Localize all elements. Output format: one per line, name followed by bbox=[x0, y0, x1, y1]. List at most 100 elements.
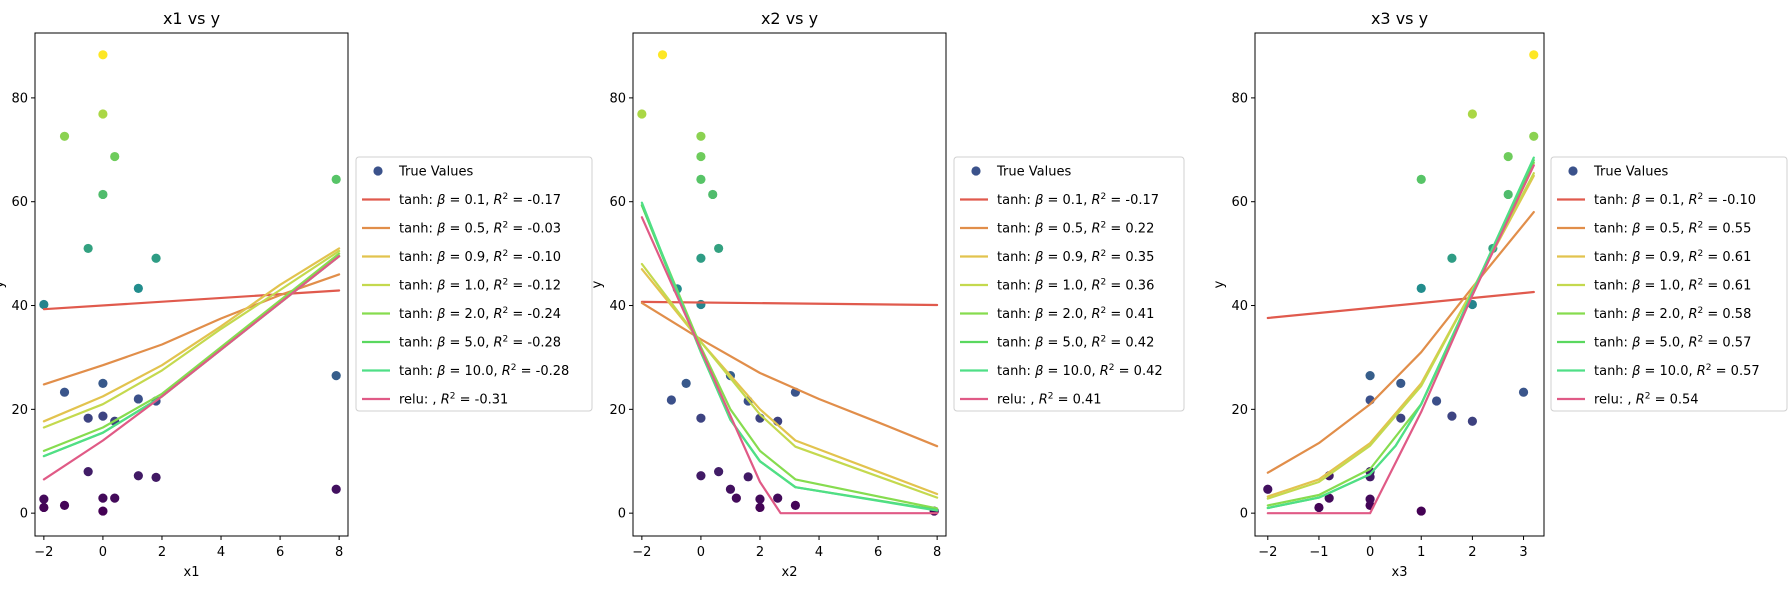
legend-label: tanh: β = 2.0, R2 = 0.41 bbox=[997, 306, 1154, 322]
scatter-point bbox=[98, 411, 108, 421]
legend-label: relu: , R2 = 0.41 bbox=[997, 392, 1102, 408]
label-part: tanh: bbox=[997, 307, 1035, 322]
scatter-point bbox=[696, 131, 706, 141]
label-part: tanh: bbox=[399, 336, 437, 351]
scatter-point bbox=[696, 253, 706, 263]
beta-symbol: β bbox=[436, 364, 445, 379]
beta-symbol: β bbox=[1631, 250, 1640, 265]
legend-entry: tanh: β = 10.0, R2 = -0.28 bbox=[362, 363, 569, 379]
legend-entry: relu: , R2 = -0.31 bbox=[362, 392, 508, 408]
beta-symbol: β bbox=[1034, 307, 1043, 322]
label-part: = 1.0, bbox=[1043, 279, 1091, 294]
label-part: relu: , bbox=[997, 393, 1039, 408]
beta-symbol: β bbox=[1034, 279, 1043, 294]
legend-label: relu: , R2 = -0.31 bbox=[399, 392, 508, 408]
axes-frame bbox=[632, 32, 947, 537]
x-tick-label: 0 bbox=[1366, 545, 1374, 560]
scatter-point bbox=[755, 494, 765, 504]
x-tick-label: 2 bbox=[1468, 545, 1476, 560]
r-symbol: R bbox=[441, 393, 450, 408]
r-symbol: R bbox=[1688, 279, 1697, 294]
y-tick-label: 40 bbox=[609, 299, 626, 314]
scatter-point bbox=[1529, 131, 1539, 141]
legend-marker bbox=[373, 166, 383, 176]
label-part: = 10.0, bbox=[1043, 364, 1099, 379]
scatter-point bbox=[1518, 387, 1529, 397]
y-tick-label: 20 bbox=[11, 403, 28, 418]
legend-entry: tanh: β = 0.5, R2 = 0.22 bbox=[960, 221, 1154, 237]
legend-entry: True Values bbox=[1568, 165, 1668, 180]
legend-label: tanh: β = 2.0, R2 = 0.58 bbox=[1594, 306, 1751, 322]
y-axis-label: y bbox=[590, 280, 605, 288]
label-part: = 0.41 bbox=[1053, 393, 1101, 408]
scatter-point bbox=[98, 109, 108, 119]
beta-symbol: β bbox=[436, 336, 445, 351]
label-part: = -0.17 bbox=[1106, 193, 1159, 208]
series-line bbox=[42, 255, 341, 458]
series-line bbox=[42, 252, 341, 452]
scatter-point bbox=[110, 151, 120, 162]
label-part: = -0.28 bbox=[508, 336, 561, 351]
beta-symbol: β bbox=[1631, 279, 1640, 294]
label-part: = 10.0, bbox=[1640, 364, 1696, 379]
legend-entry: tanh: β = 2.0, R2 = 0.58 bbox=[1557, 306, 1751, 322]
scatter-point bbox=[1416, 506, 1426, 516]
superscript-2: 2 bbox=[503, 221, 509, 231]
series-line bbox=[640, 204, 939, 510]
x-tick-label: 0 bbox=[697, 545, 705, 560]
label-part: tanh: bbox=[997, 279, 1035, 294]
beta-symbol: β bbox=[436, 250, 445, 265]
scatter-point bbox=[331, 371, 341, 381]
legend-label: tanh: β = 0.1, R2 = -0.17 bbox=[399, 192, 561, 208]
r-symbol: R bbox=[1039, 393, 1048, 408]
x-tick-label: 2 bbox=[756, 545, 764, 560]
scatter-point bbox=[83, 243, 93, 254]
scatter-point bbox=[1467, 416, 1477, 426]
scatter-point bbox=[666, 395, 676, 405]
label-part: tanh: bbox=[1594, 307, 1632, 322]
scatter-point bbox=[696, 151, 706, 162]
superscript-2: 2 bbox=[1101, 278, 1107, 288]
series-line bbox=[640, 301, 939, 448]
legend-entry: relu: , R2 = 0.41 bbox=[960, 392, 1102, 408]
x-tick-label: 6 bbox=[276, 545, 284, 560]
scatter-point bbox=[331, 484, 341, 494]
series-line bbox=[42, 289, 341, 311]
label-part: = 5.0, bbox=[1640, 336, 1688, 351]
y-tick-label: 0 bbox=[1240, 507, 1248, 522]
superscript-2: 2 bbox=[503, 335, 509, 345]
superscript-2: 2 bbox=[1706, 363, 1712, 373]
scatter-point bbox=[98, 378, 108, 388]
x-tick-label: 4 bbox=[815, 545, 823, 560]
series-line bbox=[640, 216, 939, 515]
legend-entry: tanh: β = 1.0, R2 = -0.12 bbox=[362, 278, 561, 294]
label-part: = 0.42 bbox=[1115, 364, 1163, 379]
superscript-2: 2 bbox=[1101, 221, 1107, 231]
y-tick-label: 20 bbox=[609, 403, 626, 418]
scatter-point bbox=[331, 174, 341, 184]
x-tick-label: 4 bbox=[217, 545, 225, 560]
legend-label: tanh: β = 0.9, R2 = 0.61 bbox=[1594, 249, 1751, 265]
label-part: tanh: bbox=[1594, 222, 1632, 237]
label-part: = 2.0, bbox=[445, 307, 493, 322]
r-symbol: R bbox=[1091, 222, 1100, 237]
legend-entry: tanh: β = 1.0, R2 = 0.36 bbox=[960, 278, 1154, 294]
scatter-point bbox=[98, 189, 108, 200]
scatter-point bbox=[83, 413, 93, 423]
legend-label: tanh: β = 1.0, R2 = 0.36 bbox=[997, 278, 1154, 294]
legend-label: tanh: β = 10.0, R2 = 0.57 bbox=[1594, 363, 1760, 379]
label-part: = 0.61 bbox=[1703, 279, 1751, 294]
y-tick-label: 40 bbox=[11, 299, 28, 314]
label-part: tanh: bbox=[997, 222, 1035, 237]
r-symbol: R bbox=[1688, 336, 1697, 351]
label-part: tanh: bbox=[997, 250, 1035, 265]
legend-entry: tanh: β = 2.0, R2 = -0.24 bbox=[362, 306, 561, 322]
series-line bbox=[1266, 290, 1535, 320]
beta-symbol: β bbox=[1631, 222, 1640, 237]
legend-marker bbox=[1568, 166, 1578, 176]
legend-label: tanh: β = 10.0, R2 = 0.42 bbox=[997, 363, 1163, 379]
label-part: = -0.12 bbox=[508, 279, 561, 294]
